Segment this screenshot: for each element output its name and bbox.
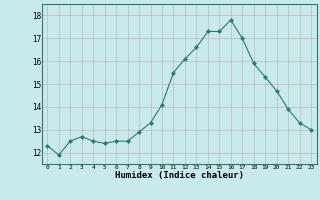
X-axis label: Humidex (Indice chaleur): Humidex (Indice chaleur) (115, 171, 244, 180)
